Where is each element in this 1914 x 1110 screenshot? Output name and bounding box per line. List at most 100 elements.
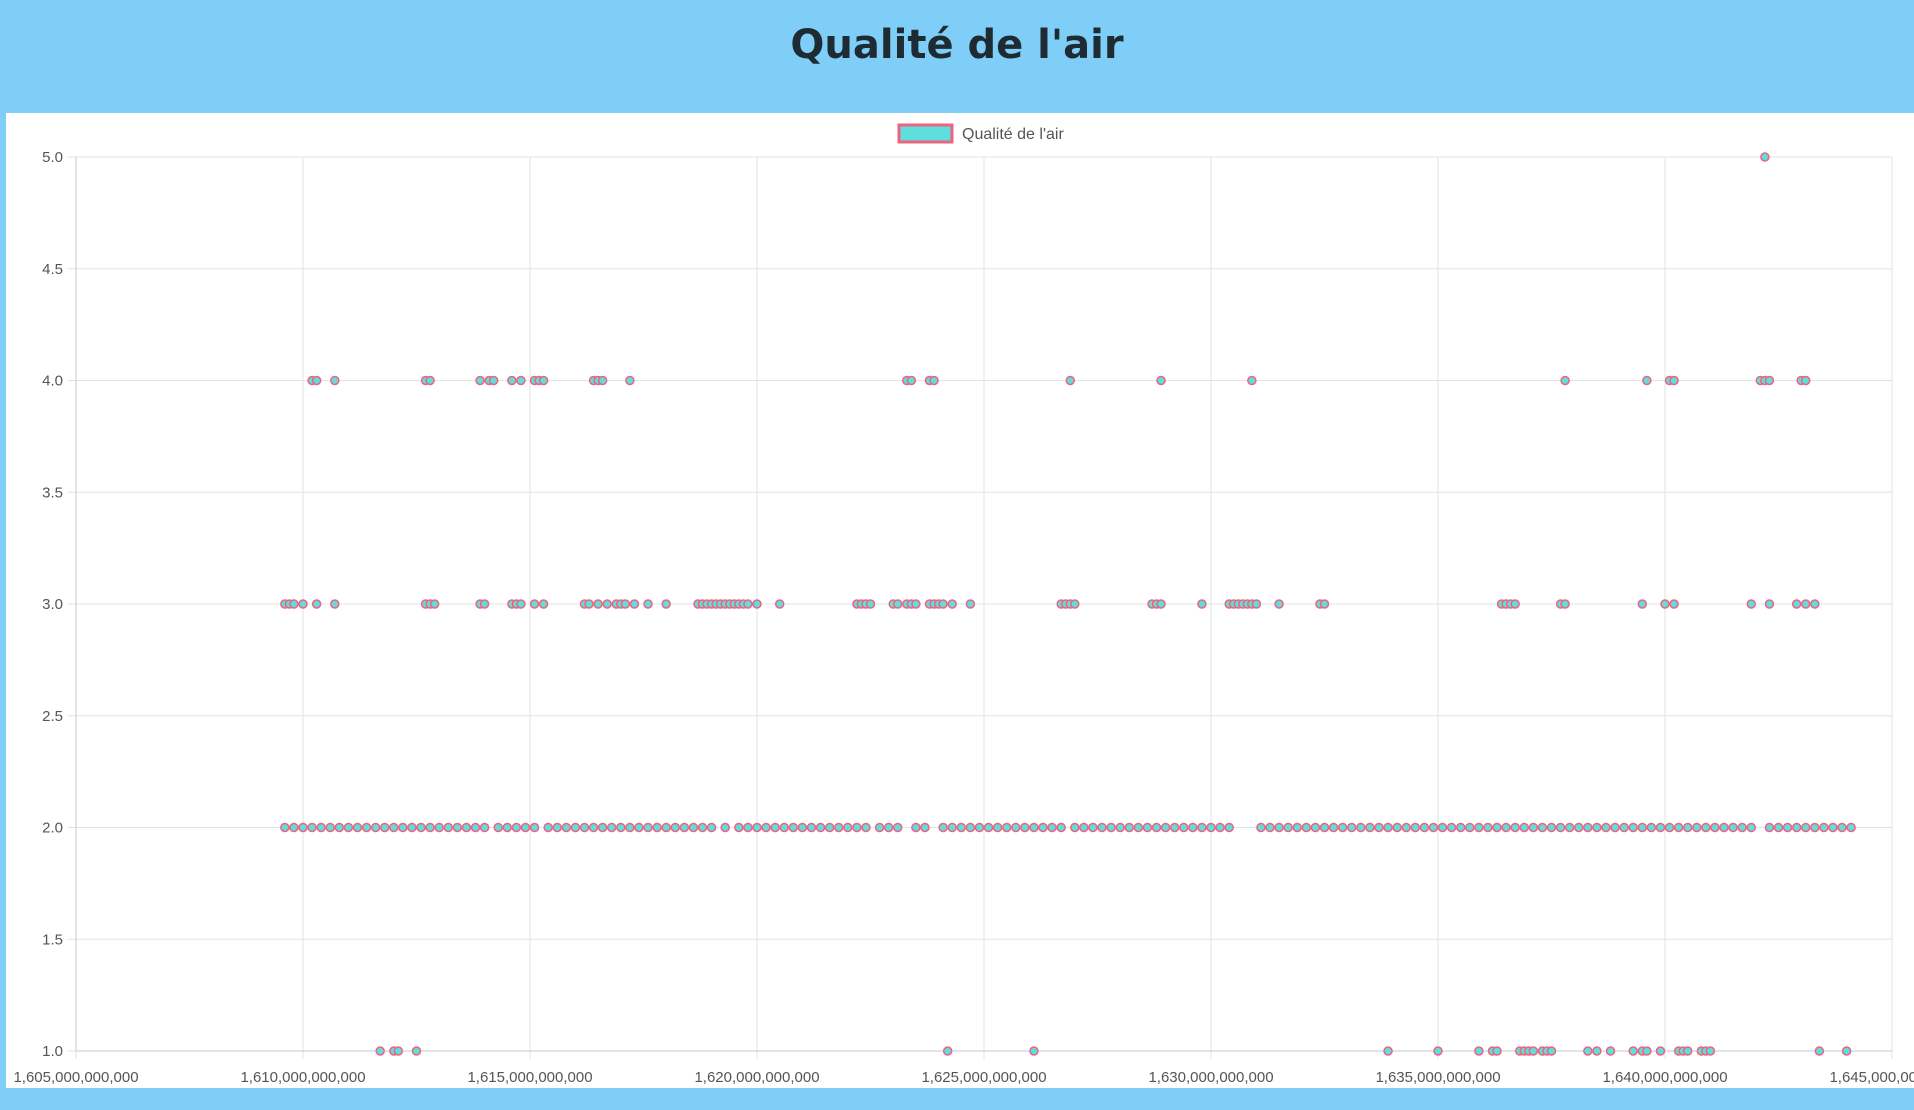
data-point — [1510, 599, 1520, 609]
data-point — [1029, 822, 1039, 833]
legend-label[interactable]: Qualité de l'air — [962, 126, 1064, 143]
data-point — [1328, 822, 1339, 833]
data-point — [1560, 375, 1570, 386]
data-point — [570, 822, 581, 833]
data-point — [720, 822, 730, 833]
data-point — [920, 822, 930, 833]
x-tick-label: 1,625,000,000,000 — [921, 1069, 1046, 1086]
scatter-chart: 1,605,000,000,000 1,610,000,000,000 1,615,… — [13, 123, 1914, 1086]
data-point — [1828, 822, 1838, 833]
data-point — [343, 822, 354, 833]
data-point — [507, 375, 517, 386]
data-point — [1800, 375, 1811, 386]
data-point — [289, 822, 299, 833]
legend[interactable]: Qualité de l'air — [897, 123, 1064, 144]
data-point — [543, 822, 553, 833]
data-point — [1437, 822, 1448, 833]
data-point — [1383, 1046, 1393, 1056]
legend-swatch[interactable] — [897, 123, 954, 144]
data-point — [1465, 822, 1475, 833]
data-point — [1719, 822, 1729, 833]
page-header: Qualité de l'air — [0, 0, 1914, 113]
data-point — [330, 599, 340, 609]
data-point — [488, 375, 499, 386]
data-point — [1564, 822, 1575, 833]
data-point — [443, 822, 454, 833]
data-point — [1483, 822, 1493, 833]
data-point — [1646, 822, 1657, 833]
data-point — [298, 822, 308, 833]
data-point — [974, 822, 985, 833]
data-point — [502, 822, 513, 833]
data-point — [1401, 822, 1411, 833]
data-point — [538, 599, 549, 609]
data-point — [398, 822, 408, 833]
data-point — [1256, 822, 1266, 833]
data-point — [1791, 822, 1802, 833]
data-point — [1583, 822, 1593, 833]
data-point — [593, 599, 603, 609]
data-point — [743, 599, 753, 609]
y-tick-label: 2.0 — [42, 820, 63, 837]
data-point — [1710, 822, 1720, 833]
data-point — [906, 375, 917, 386]
data-point — [616, 822, 626, 833]
data-point — [770, 822, 780, 833]
data-point — [911, 599, 921, 609]
data-point — [470, 822, 481, 833]
data-point — [1737, 822, 1747, 833]
data-point — [743, 822, 753, 833]
data-point — [602, 599, 612, 609]
data-point — [1601, 822, 1611, 833]
data-point — [1106, 822, 1116, 833]
data-point — [956, 822, 967, 833]
data-point — [874, 822, 885, 833]
data-point — [1619, 822, 1629, 833]
data-point — [479, 599, 490, 609]
data-point — [529, 599, 540, 609]
data-point — [1038, 822, 1048, 833]
data-point — [1392, 822, 1402, 833]
data-point — [1764, 375, 1775, 386]
data-point — [588, 822, 599, 833]
data-point — [1810, 599, 1820, 609]
data-point — [434, 822, 444, 833]
data-point — [1782, 822, 1793, 833]
data-point — [1065, 375, 1076, 386]
data-point — [311, 599, 322, 609]
data-point — [815, 822, 826, 833]
data-point — [806, 822, 817, 833]
data-point — [1197, 822, 1207, 833]
data-point — [1637, 599, 1648, 609]
x-tick-label: 1,635,000,000,000 — [1375, 1069, 1500, 1086]
data-point — [1070, 822, 1080, 833]
x-tick-label: 1,610,000,000,000 — [240, 1069, 365, 1086]
data-point — [1800, 822, 1811, 833]
data-point — [911, 822, 921, 833]
data-point — [1837, 822, 1847, 833]
data-point — [1151, 822, 1162, 833]
data-point — [1537, 822, 1548, 833]
data-point — [552, 822, 562, 833]
data-point — [1642, 375, 1652, 386]
data-point — [1692, 822, 1702, 833]
data-point — [634, 822, 644, 833]
data-point — [861, 822, 871, 833]
page-title: Qualité de l'air — [790, 22, 1124, 68]
data-point — [493, 822, 503, 833]
data-point — [1097, 822, 1107, 833]
x-tick-label: 1,645,000,000,000 — [1829, 1069, 1914, 1086]
data-point — [892, 599, 903, 609]
data-point — [425, 822, 435, 833]
data-point — [1346, 822, 1357, 833]
data-point — [1605, 1046, 1616, 1056]
data-point — [1660, 599, 1670, 609]
data-point — [1079, 822, 1089, 833]
x-tick-label: 1,630,000,000,000 — [1148, 1069, 1273, 1086]
data-point — [379, 822, 390, 833]
data-point — [1206, 822, 1216, 833]
data-point — [579, 822, 590, 833]
data-point — [1546, 1046, 1557, 1056]
data-point — [1319, 822, 1330, 833]
data-point — [1746, 599, 1757, 609]
